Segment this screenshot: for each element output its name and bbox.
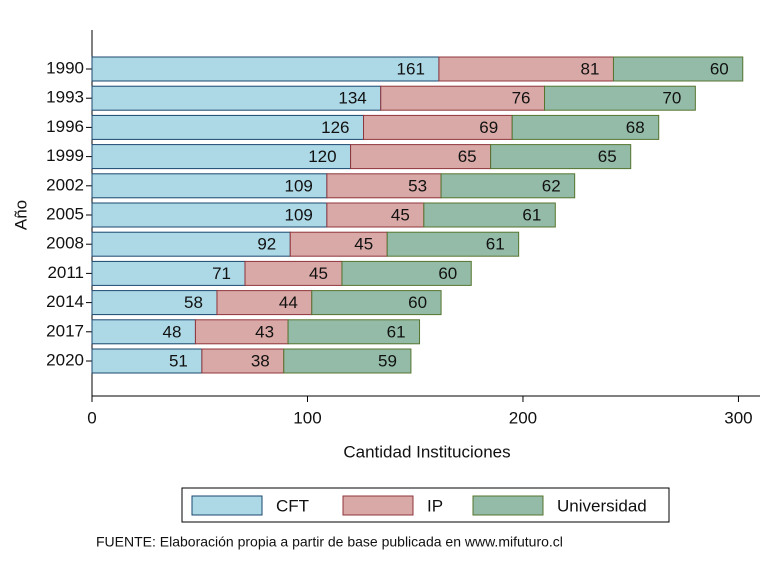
y-tick-label: 2017 — [46, 321, 84, 340]
bar-segment — [201, 348, 285, 374]
bar-segment — [544, 85, 696, 111]
x-axis-label: Cantidad Instituciones — [343, 442, 510, 461]
bar-segment — [283, 348, 412, 374]
data-label: 134 — [338, 89, 366, 108]
x-tick-label: 300 — [724, 408, 752, 427]
data-label: 68 — [626, 118, 645, 137]
legend-swatch — [191, 495, 263, 516]
data-label: 43 — [255, 322, 274, 341]
bar-segment — [341, 260, 472, 286]
data-label: 60 — [408, 293, 427, 312]
bar-segment — [91, 231, 291, 257]
data-label: 45 — [391, 205, 410, 224]
data-label: 45 — [354, 235, 373, 254]
bar-segment — [91, 173, 328, 199]
bar-segment — [91, 319, 196, 345]
data-label: 65 — [598, 147, 617, 166]
bar-segment — [311, 290, 442, 316]
data-label: 92 — [257, 235, 276, 254]
bar-segment — [350, 144, 492, 170]
data-label: 44 — [279, 293, 298, 312]
bar-segment — [91, 260, 246, 286]
data-label: 70 — [662, 89, 681, 108]
bar-segment — [289, 231, 388, 257]
legend-swatch — [472, 495, 544, 516]
y-tick-label: 1996 — [46, 117, 84, 136]
y-tick-label: 1990 — [46, 58, 84, 77]
data-label: 109 — [285, 176, 313, 195]
bar-segment — [326, 173, 442, 199]
bar-segment — [363, 114, 513, 140]
bar-segment — [438, 56, 614, 82]
data-label: 109 — [285, 205, 313, 224]
data-label: 48 — [163, 322, 182, 341]
data-label: 76 — [512, 89, 531, 108]
data-label: 62 — [542, 176, 561, 195]
data-label: 61 — [387, 322, 406, 341]
data-label: 61 — [486, 235, 505, 254]
data-label: 53 — [408, 176, 427, 195]
bar-segment — [612, 56, 744, 82]
bar-segment — [440, 173, 576, 199]
y-tick-label: 2014 — [46, 292, 84, 311]
y-tick-label: 2011 — [47, 263, 84, 282]
y-tick-label: 2020 — [46, 350, 84, 369]
bar-segment — [287, 319, 421, 345]
data-label: 60 — [438, 264, 457, 283]
data-label: 65 — [458, 147, 477, 166]
bar-segment — [91, 56, 440, 82]
bar-segment — [380, 85, 546, 111]
data-label: 81 — [581, 59, 600, 78]
bar-segment — [423, 202, 556, 228]
x-tick-label: 200 — [509, 408, 537, 427]
y-tick-label: 2008 — [46, 234, 84, 253]
data-label: 71 — [212, 264, 231, 283]
source-note: FUENTE: Elaboración propia a partir de b… — [96, 534, 563, 550]
data-label: 38 — [251, 351, 270, 370]
data-label: 60 — [710, 59, 729, 78]
data-label: 51 — [169, 351, 188, 370]
y-tick-label: 2002 — [46, 175, 84, 194]
bar-segment — [91, 202, 328, 228]
x-tick-label: 100 — [293, 408, 321, 427]
legend-swatch — [342, 495, 414, 516]
data-label: 120 — [308, 147, 336, 166]
bar-segment — [194, 319, 289, 345]
data-label: 126 — [321, 118, 349, 137]
y-tick-label: 2005 — [46, 204, 84, 223]
x-tick-label: 0 — [87, 408, 96, 427]
data-label: 45 — [309, 264, 328, 283]
data-label: 69 — [479, 118, 498, 137]
bar-segment — [91, 348, 203, 374]
y-tick-label: 1999 — [46, 146, 84, 165]
bar-segment — [490, 144, 632, 170]
data-label: 58 — [184, 293, 203, 312]
legend-label: Universidad — [557, 496, 647, 515]
bar-segment — [91, 114, 365, 140]
bar-segment — [216, 290, 313, 316]
y-tick-label: 1993 — [46, 88, 84, 107]
bar-segment — [386, 231, 520, 257]
legend-box — [181, 487, 670, 523]
data-label: 61 — [522, 205, 541, 224]
bar-segment — [244, 260, 343, 286]
data-label: 59 — [378, 351, 397, 370]
bar-segment — [511, 114, 660, 140]
legend-label: IP — [427, 496, 443, 515]
legend-label: CFT — [276, 496, 309, 515]
data-label: 161 — [397, 59, 425, 78]
y-axis-label: Año — [11, 200, 30, 230]
bar-segment — [326, 202, 425, 228]
